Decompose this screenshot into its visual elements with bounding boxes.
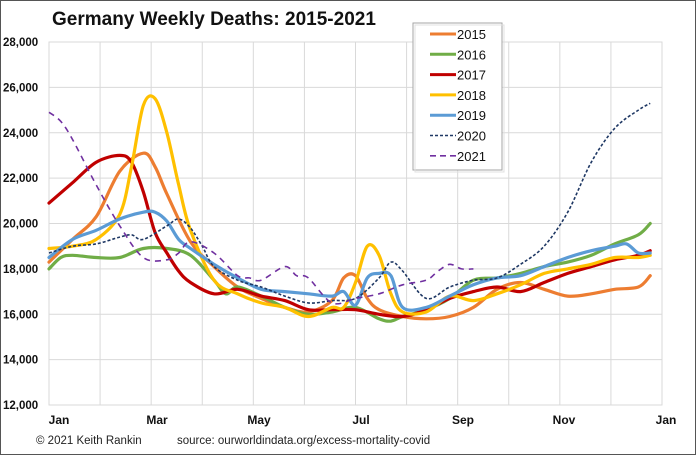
legend-box — [412, 22, 503, 171]
legend-label-2016: 2016 — [457, 47, 486, 62]
legend-label-2017: 2017 — [457, 68, 486, 83]
y-tick-label: 18,000 — [3, 264, 38, 276]
series-lines — [47, 94, 652, 323]
grid — [48, 41, 663, 406]
x-tick-label: Jan — [49, 413, 70, 427]
series-line-2019 — [47, 209, 652, 312]
y-tick-label: 28,000 — [3, 37, 38, 49]
y-tick-label: 16,000 — [3, 309, 38, 321]
y-tick-label: 20,000 — [3, 219, 38, 231]
chart-title: Germany Weekly Deaths: 2015-2021 — [52, 9, 376, 30]
series-line-2017 — [47, 153, 652, 319]
series-line-2015 — [47, 151, 652, 321]
x-axis-ticks: Jan Mar May Jul Sep Nov Jan — [49, 413, 677, 427]
x-tick-label: Sep — [452, 413, 474, 427]
x-tick-label: May — [247, 413, 271, 427]
series-line-2021 — [48, 111, 474, 305]
series-line-2020 — [48, 102, 651, 304]
x-tick-label: Jul — [352, 413, 369, 427]
y-tick-label: 26,000 — [3, 82, 38, 94]
legend-label-2018: 2018 — [457, 88, 486, 103]
y-tick-label: 14,000 — [3, 355, 38, 367]
legend: 2015 2016 2017 2018 2019 2020 2021 — [412, 22, 505, 173]
series-line-2018 — [47, 94, 652, 319]
y-tick-label: 22,000 — [3, 173, 38, 185]
legend-label-2021: 2021 — [457, 149, 486, 164]
legend-label-2020: 2020 — [457, 129, 486, 144]
x-tick-label: Mar — [146, 413, 168, 427]
y-tick-label: 24,000 — [3, 128, 38, 140]
legend-label-2019: 2019 — [457, 108, 486, 123]
legend-label-2015: 2015 — [457, 27, 486, 42]
copyright-text: © 2021 Keith Rankin — [36, 435, 142, 447]
legend-shadow — [414, 24, 505, 173]
x-tick-label: Nov — [553, 413, 576, 427]
y-tick-label: 12,000 — [3, 400, 38, 412]
x-tick-label: Jan — [656, 413, 677, 427]
source-text: source: ourworldindata.org/excess-mortal… — [177, 435, 430, 447]
y-axis-ticks: 12,000 14,000 16,000 18,000 20,000 22,000 24,0… — [3, 37, 38, 412]
